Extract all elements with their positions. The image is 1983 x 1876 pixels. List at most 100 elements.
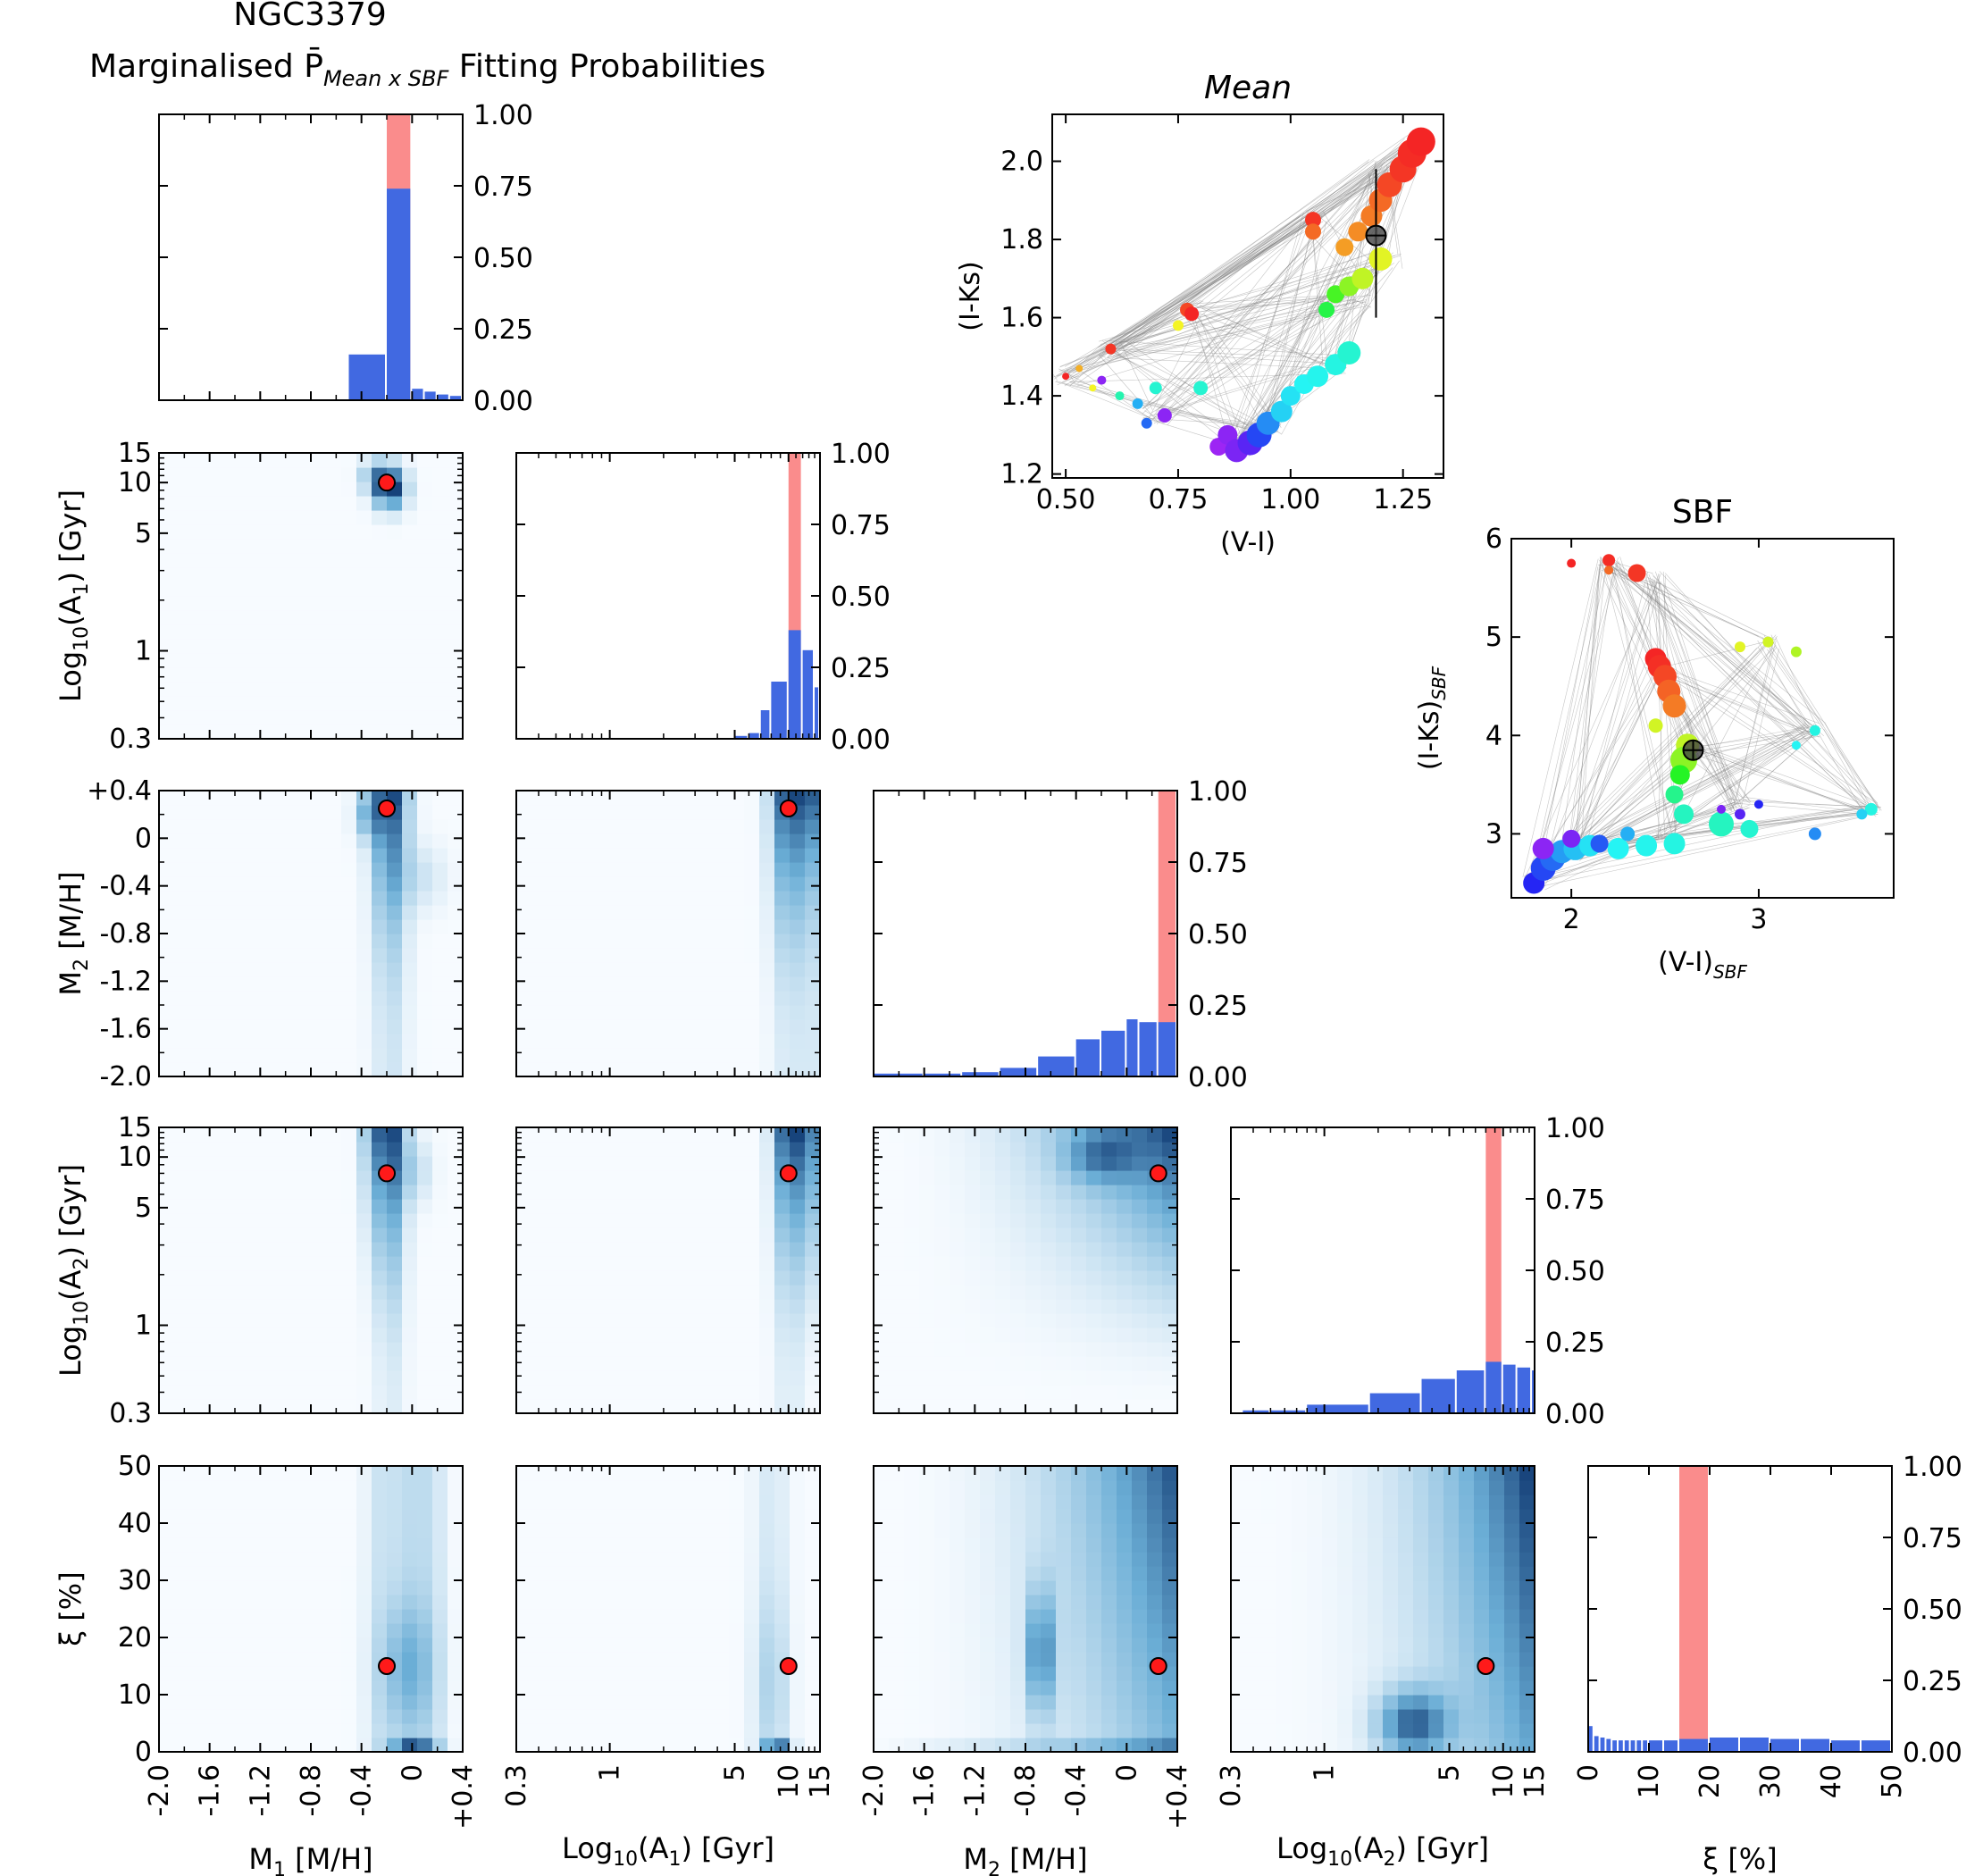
histogram-bar: [1624, 1740, 1629, 1752]
heatmap-cell: [547, 919, 563, 934]
heatmap-cell: [699, 1466, 715, 1481]
heatmap-cell: [372, 1327, 388, 1343]
heatmap-cell: [250, 1666, 266, 1681]
heatmap-cell: [311, 567, 327, 582]
heatmap-cell: [744, 1242, 760, 1257]
heatmap-cell: [372, 1270, 388, 1286]
heatmap-cell: [1147, 1466, 1163, 1481]
heatmap-cell: [432, 553, 448, 568]
heatmap-cell: [889, 1399, 905, 1414]
heatmap-cell: [714, 1327, 730, 1343]
heatmap-cell: [980, 1270, 996, 1286]
heatmap-cell: [638, 1580, 654, 1595]
heatmap-cell: [296, 805, 312, 820]
heatmap-cell: [714, 1566, 730, 1581]
heatmap-cell: [448, 1199, 464, 1214]
heatmap-cell: [562, 1609, 578, 1624]
heatmap-cell: [326, 1695, 342, 1710]
heatmap-cell: [1352, 1466, 1368, 1481]
heatmap-cell: [790, 1509, 806, 1524]
heatmap-cell: [623, 1523, 639, 1538]
heatmap-cell: [516, 905, 532, 920]
heatmap-cell: [356, 891, 372, 906]
heatmap-cell: [805, 1723, 821, 1738]
heatmap-cell: [235, 467, 251, 482]
heatmap-cell: [919, 1566, 935, 1581]
heatmap-cell: [592, 1170, 608, 1185]
heatmap-cell: [402, 948, 418, 963]
heatmap-cell: [1132, 1609, 1148, 1624]
heatmap-cell: [516, 1285, 532, 1300]
heatmap-cell: [790, 1370, 806, 1386]
heatmap-cell: [432, 1738, 448, 1753]
heatmap-cell: [356, 1637, 372, 1653]
heatmap-cell: [448, 1495, 464, 1510]
heatmap-cell: [805, 1709, 821, 1724]
heatmap-cell: [1010, 1595, 1026, 1610]
heatmap-cell: [714, 1738, 730, 1753]
heatmap-cell: [159, 682, 175, 697]
heatmap-cell: [805, 1270, 821, 1286]
heatmap-cell: [759, 934, 775, 949]
heatmap-cell: [296, 1623, 312, 1638]
heatmap-cell: [699, 862, 715, 877]
heatmap-cell: [1322, 1609, 1338, 1624]
heatmap-cell: [372, 1048, 388, 1063]
heatmap-cell: [1056, 1399, 1072, 1414]
galaxy-name: NGC3379: [233, 0, 387, 33]
heatmap-cell: [729, 1666, 745, 1681]
heatmap-cell: [577, 1738, 593, 1753]
heatmap-cell: [356, 539, 372, 554]
heatmap-cell: [265, 819, 281, 834]
heatmap-cell: [729, 1523, 745, 1538]
heatmap-cell: [1459, 1709, 1475, 1724]
heatmap-cell: [805, 934, 821, 949]
heatmap-cell: [432, 482, 448, 497]
heatmap-cell: [189, 1356, 205, 1371]
heatmap-cell: [889, 1156, 905, 1171]
heatmap-cell: [668, 1723, 684, 1738]
heatmap-cell: [562, 1652, 578, 1667]
heatmap-cell: [280, 1019, 297, 1034]
heatmap-cell: [1117, 1623, 1133, 1638]
heatmap-cell: [432, 1566, 448, 1581]
heatmap-cell: [623, 948, 639, 963]
heatmap-cell: [805, 891, 821, 906]
heatmap-cell: [1246, 1666, 1262, 1681]
heatmap-cell: [432, 1523, 448, 1538]
heatmap-cell: [1132, 1552, 1148, 1567]
heatmap-cell: [189, 819, 205, 834]
heatmap-cell: [516, 1723, 532, 1738]
heatmap-cell: [326, 1227, 342, 1243]
heatmap-cell: [356, 848, 372, 863]
heatmap-cell: [341, 1342, 357, 1357]
heatmap-cell: [311, 1609, 327, 1624]
heatmap-cell: [159, 862, 175, 877]
heatmap-cell: [874, 1256, 890, 1271]
heatmap-cell: [280, 539, 297, 554]
heatmap-cell: [919, 1256, 935, 1271]
heatmap-cell: [341, 667, 357, 683]
heatmap-cell: [387, 919, 403, 934]
heatmap-cell: [1489, 1623, 1505, 1638]
heatmap-cell: [250, 1342, 266, 1357]
heatmap-cell: [1117, 1523, 1133, 1538]
heatmap-cell: [889, 1495, 905, 1510]
heatmap-cell: [280, 1156, 297, 1171]
heatmap-cell: [1261, 1566, 1277, 1581]
heatmap-cell: [904, 1313, 920, 1328]
heatmap-cell: [174, 1270, 190, 1286]
heatmap-cell: [235, 667, 251, 683]
heatmap-cell: [759, 1723, 775, 1738]
heatmap-cell: [189, 1034, 205, 1049]
heatmap-cell: [387, 667, 403, 683]
heatmap-cell: [904, 1399, 920, 1414]
heatmap-cell: [341, 976, 357, 992]
heatmap-cell: [592, 1199, 608, 1214]
heatmap-cell: [341, 919, 357, 934]
heatmap-cell: [714, 862, 730, 877]
heatmap-cell: [448, 1385, 464, 1400]
heatmap-cell: [235, 805, 251, 820]
